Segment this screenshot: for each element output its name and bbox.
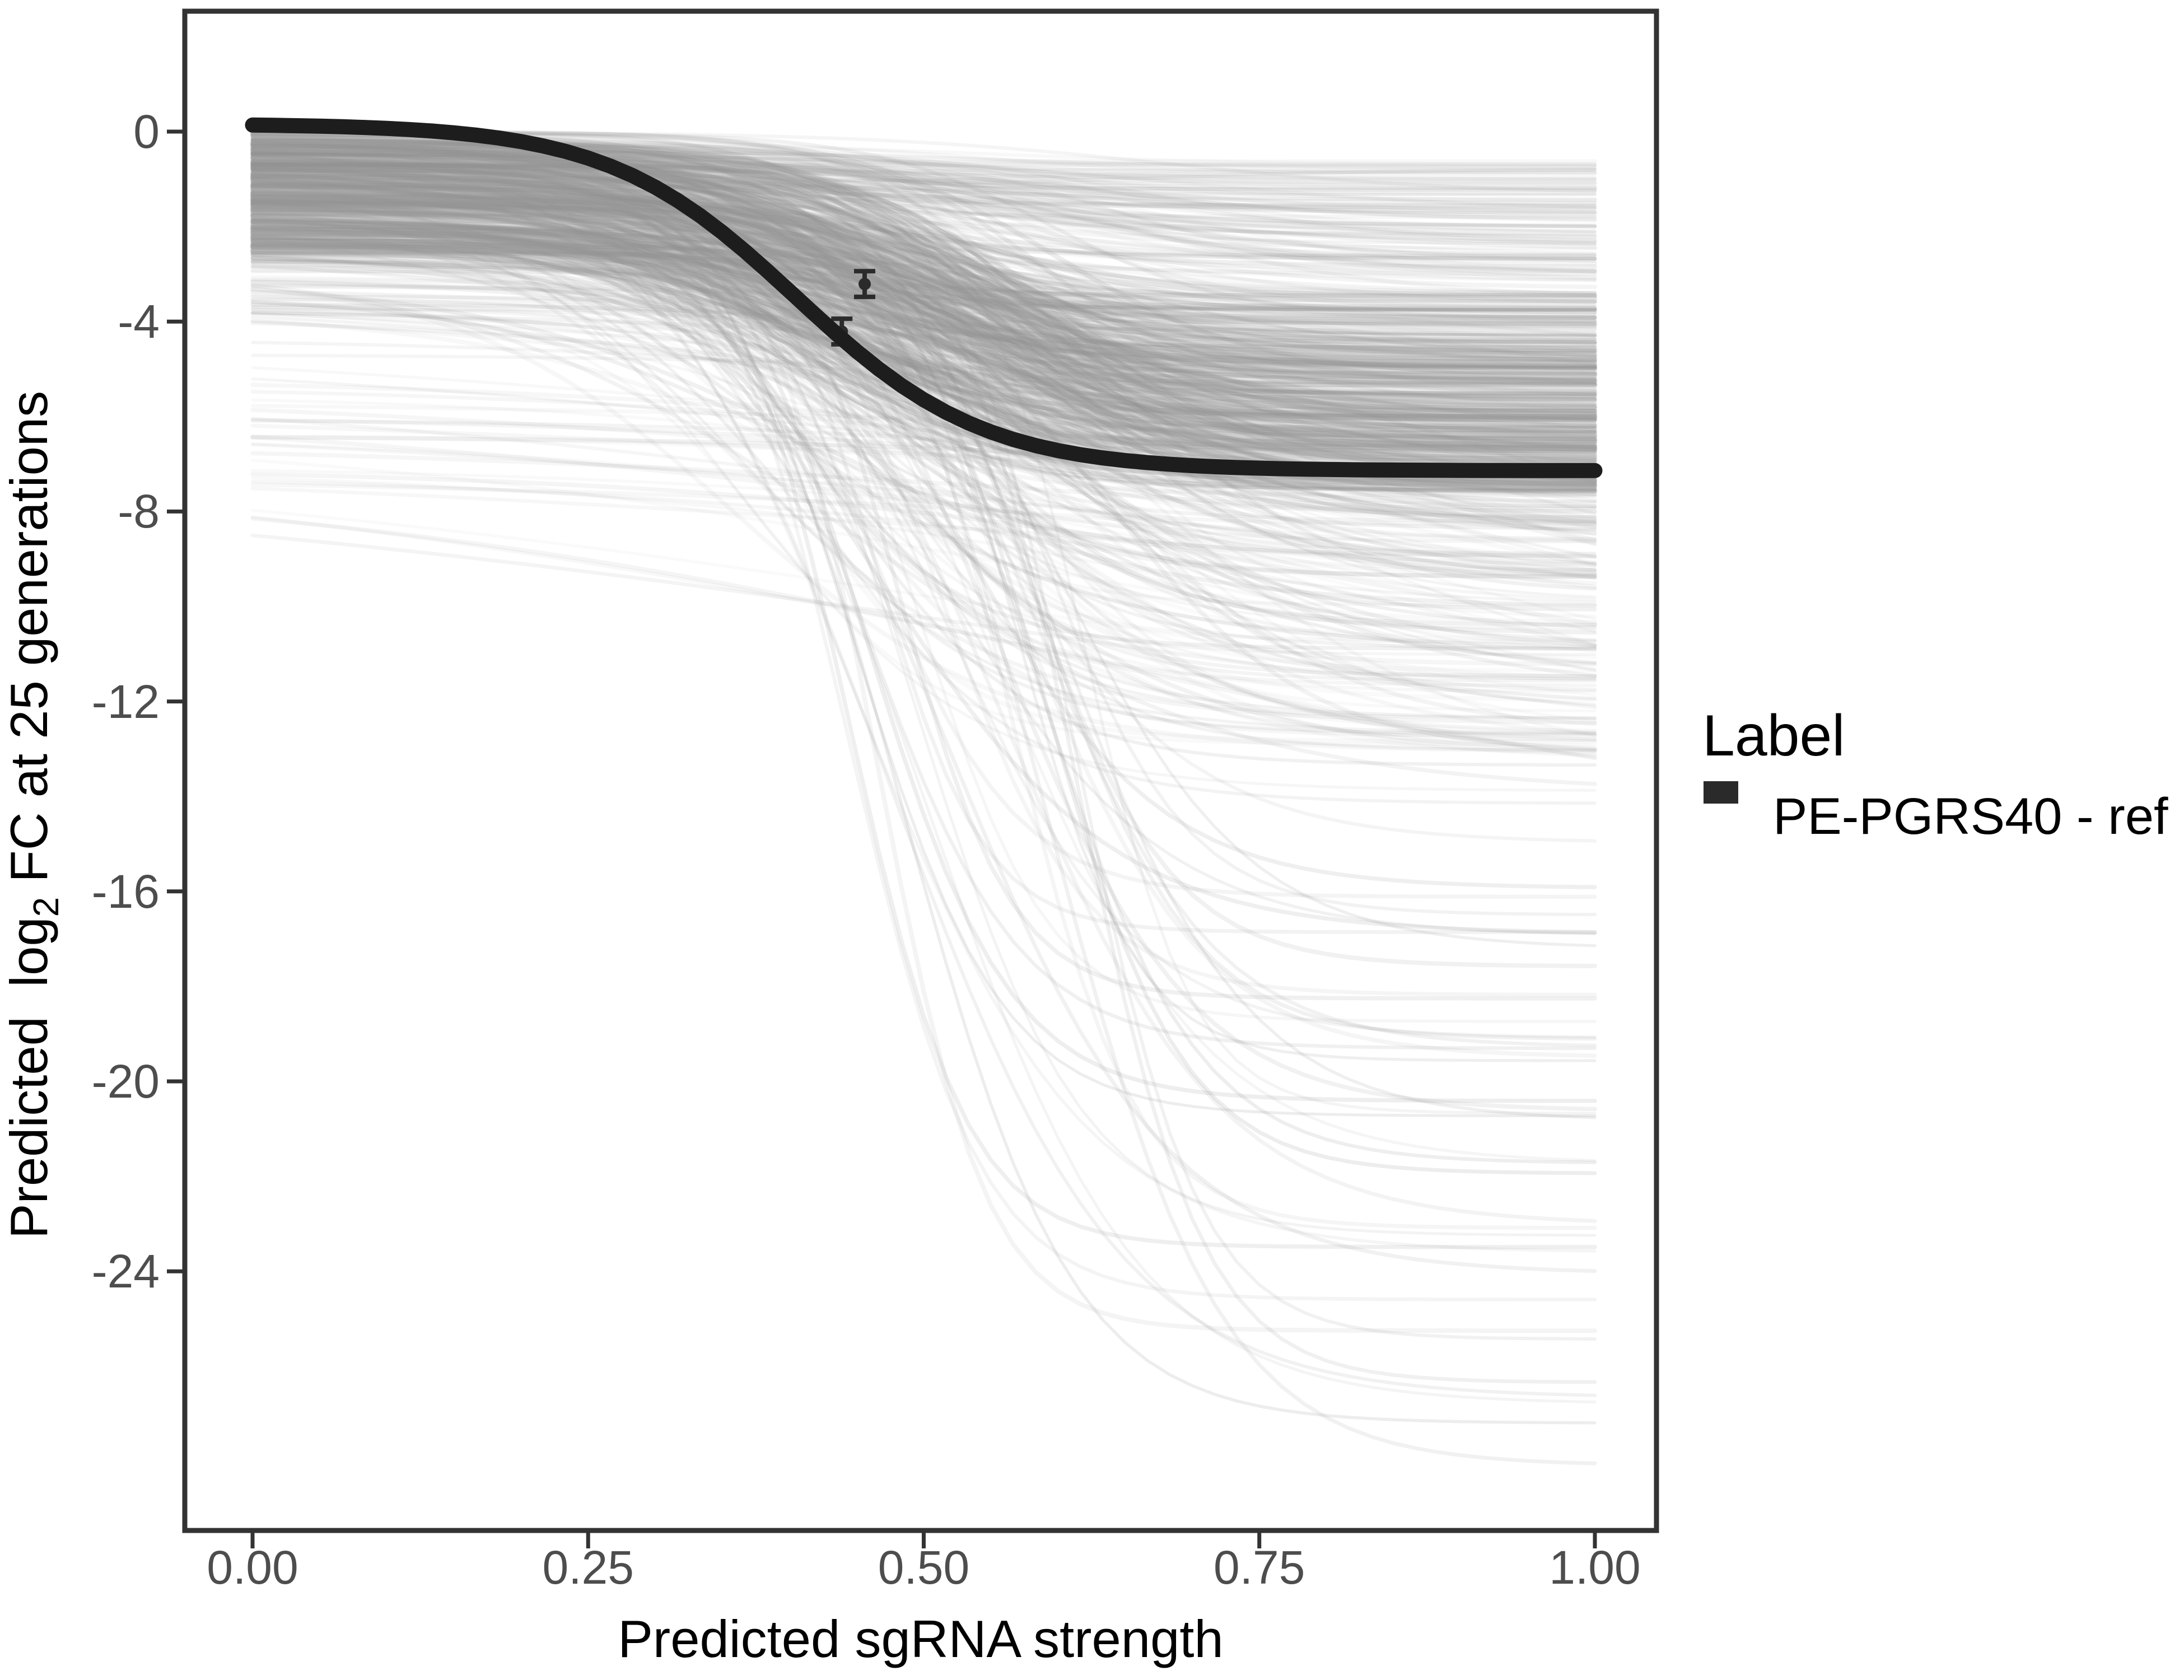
y-tick-label: -16 [91,865,160,918]
y-tick-label: -20 [91,1055,160,1108]
axis-tick-marks [167,129,1597,1548]
x-tick-label: 0.00 [207,1541,298,1594]
x-tick-label: 1.00 [1549,1541,1641,1594]
y-tick-label: -12 [91,675,160,728]
data-point [858,278,871,291]
legend: Label PE-PGRS40 - ref [1702,703,2168,842]
x-tick-label: 0.50 [878,1541,970,1594]
y-tick-label: 0 [133,105,160,158]
x-axis-title: Predicted sgRNA strength [618,1609,1224,1668]
panel-border [182,8,1659,1533]
background-curves [250,129,1598,1466]
y-tick-label: -8 [118,485,160,538]
main-curve [245,117,1603,478]
x-tick-label: 0.75 [1214,1541,1305,1594]
legend-swatch [1704,781,1738,804]
y-tick-label: -4 [118,295,160,348]
legend-title: Label [1702,703,1845,768]
legend-item-label: PE-PGRS40 - ref [1773,788,2168,845]
y-tick-label: -24 [91,1245,160,1298]
x-tick-label: 0.25 [542,1541,634,1594]
